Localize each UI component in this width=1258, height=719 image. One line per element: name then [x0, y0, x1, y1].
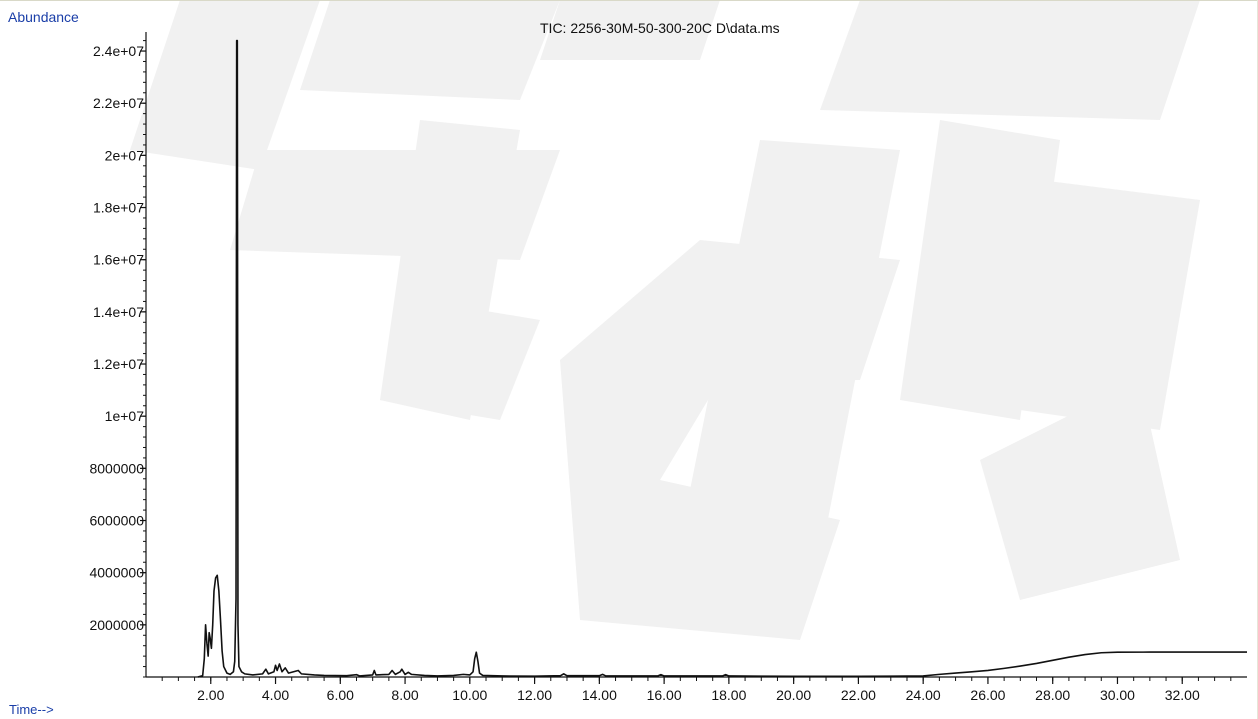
y-tick-label: 6000000 — [89, 513, 144, 529]
x-tick-label: 30.00 — [1100, 687, 1135, 703]
x-tick-label: 24.00 — [906, 687, 941, 703]
x-tick-label: 14.00 — [582, 687, 617, 703]
y-tick-label: 2.4e+07 — [93, 43, 144, 59]
chart-title: TIC: 2256-30M-50-300-20C D\data.ms — [540, 20, 780, 36]
tic-trace-line — [197, 39, 1247, 678]
y-tick-label: 2e+07 — [105, 147, 145, 163]
x-tick-label: 8.00 — [391, 687, 418, 703]
y-tick-label: 4000000 — [89, 565, 144, 581]
y-tick-label: 2000000 — [89, 617, 144, 633]
x-tick-label: 18.00 — [711, 687, 746, 703]
y-tick-label: 1.6e+07 — [93, 252, 144, 268]
x-tick-label: 20.00 — [776, 687, 811, 703]
y-tick-label: 8000000 — [89, 460, 144, 476]
y-axis-caption: Abundance — [8, 9, 79, 25]
top-border — [0, 0, 1258, 1]
x-axis-caption: Time--> — [9, 702, 54, 717]
x-tick-label: 10.00 — [452, 687, 487, 703]
x-tick-label: 6.00 — [327, 687, 354, 703]
x-tick-label: 28.00 — [1035, 687, 1070, 703]
y-tick-label: 1.2e+07 — [93, 356, 144, 372]
y-axis: 2000000 4000000 6000000 8000000 1e+07 1.2e+07… — [89, 32, 147, 678]
y-tick-label: 1.4e+07 — [93, 304, 144, 320]
x-tick-label: 26.00 — [970, 687, 1005, 703]
y-tick-label: 1e+07 — [105, 408, 145, 424]
y-tick-label: 2.2e+07 — [93, 95, 144, 111]
x-tick-label: 32.00 — [1165, 687, 1200, 703]
y-tick-label: 1.8e+07 — [93, 200, 144, 216]
x-tick-label: 12.00 — [517, 687, 552, 703]
x-tick-label: 22.00 — [841, 687, 876, 703]
x-tick-label: 4.00 — [262, 687, 289, 703]
series — [197, 39, 1247, 678]
x-tick-label: 16.00 — [647, 687, 682, 703]
x-axis: 2.00 4.00 6.00 8.00 10.00 12.00 14.00 16.00 18.0… — [146, 676, 1247, 703]
x-tick-label: 2.00 — [197, 687, 224, 703]
